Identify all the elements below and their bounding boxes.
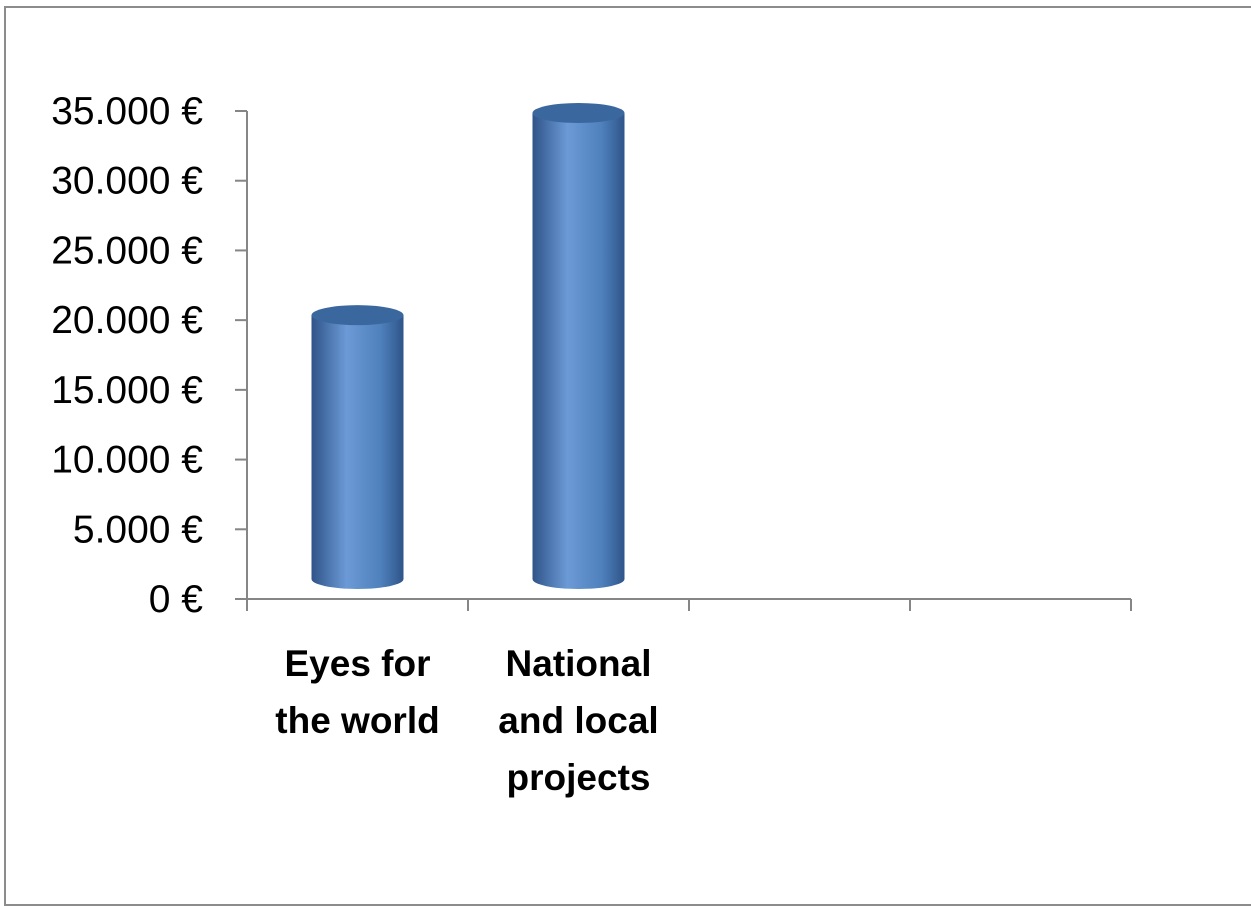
- chart-canvas: 0 € 5.000 € 10.000 € 15.000 € 20.000 € 25.000…: [51, 90, 1132, 798]
- axes: [246, 111, 1132, 611]
- y-tick-label: 25.000 €: [51, 229, 203, 272]
- x-category-label: Eyes for the world: [275, 643, 439, 741]
- bar-body: [532, 113, 625, 589]
- bars: [311, 103, 625, 589]
- y-tick-label: 10.000 €: [51, 439, 203, 482]
- y-tick-label: 35.000 €: [51, 90, 203, 133]
- x-category-label-line: Eyes for: [284, 643, 430, 684]
- bar-top: [311, 305, 404, 326]
- bar-top: [532, 103, 625, 123]
- x-category-label-line: projects: [507, 757, 651, 798]
- y-tick-label: 5.000 €: [73, 508, 203, 551]
- y-tick-label: 30.000 €: [51, 160, 203, 203]
- bar: [311, 305, 404, 589]
- x-category-label-line: and local: [498, 700, 658, 741]
- bar: [532, 103, 625, 589]
- x-category-label-line: the world: [275, 700, 439, 741]
- y-tick-label: 0 €: [149, 578, 204, 621]
- x-category-label: National and local projects: [498, 643, 658, 798]
- y-tick-label: 20.000 €: [51, 299, 203, 342]
- x-category-label-line: National: [506, 643, 652, 684]
- y-ticks: 0 € 5.000 € 10.000 € 15.000 € 20.000 € 25.000…: [51, 90, 247, 621]
- bar-body: [311, 315, 404, 589]
- category-labels: Eyes for the world National and local projec…: [275, 643, 658, 798]
- y-tick-label: 15.000 €: [51, 369, 203, 412]
